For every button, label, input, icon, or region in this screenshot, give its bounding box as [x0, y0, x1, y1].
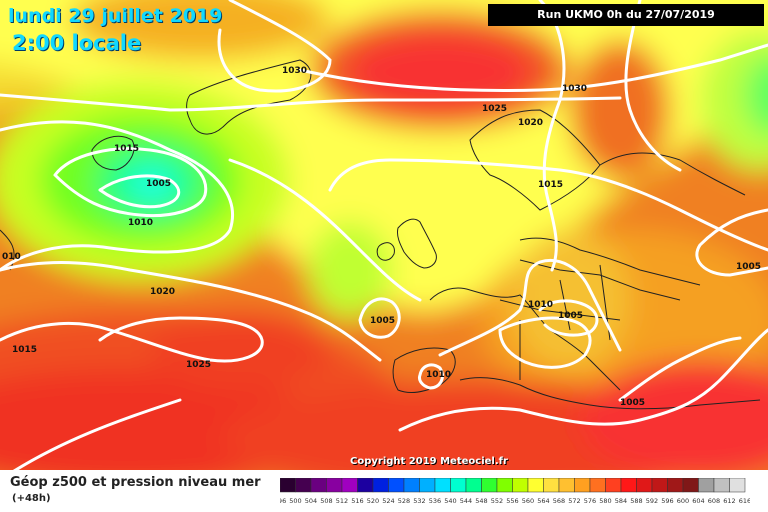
map-title: Géop z500 et pression niveau mer — [10, 475, 261, 490]
colorbar-swatch — [310, 478, 327, 493]
isobar-label: 1010 — [426, 370, 452, 380]
colorbar-tick-label: 500 — [289, 497, 301, 505]
colorbar-swatch — [512, 478, 529, 493]
isobar-label: 1015 — [114, 144, 140, 154]
colorbar-swatch — [713, 478, 730, 493]
isobar-label: 1020 — [150, 287, 176, 297]
colorbar-tick-label: 588 — [630, 497, 642, 505]
colorbar-swatch — [280, 478, 296, 493]
colorbar-swatch — [496, 478, 513, 493]
colorbar-tick-label: 564 — [537, 497, 549, 505]
isobar-label: 1005 — [558, 311, 584, 321]
isobar-label: 1030 — [282, 66, 308, 76]
model-run-banner: Run UKMO 0h du 27/07/2019 — [488, 4, 764, 26]
colorbar-swatch — [341, 478, 358, 493]
geopotential-map — [0, 0, 768, 470]
colorbar-tick-label: 552 — [491, 497, 503, 505]
colorbar-swatch — [481, 478, 498, 493]
local-time: 2:00 locale — [12, 31, 142, 55]
colorbar-tick-label: 584 — [615, 497, 627, 505]
isobar-label: 010 — [2, 252, 21, 262]
colorbar-tick-label: 508 — [320, 497, 332, 505]
colorbar-tick-label: 528 — [398, 497, 410, 505]
colorbar-swatch — [326, 478, 343, 493]
colorbar-swatch — [357, 478, 374, 493]
colorbar-tick-label: 532 — [413, 497, 425, 505]
colorbar-tick-label: 512 — [336, 497, 348, 505]
colorbar-swatch — [434, 478, 451, 493]
colorbar-tick-label: 496 — [280, 497, 286, 505]
isobar-label: 1020 — [518, 118, 544, 128]
colorbar-tick-label: 608 — [708, 497, 720, 505]
colorbar-tick-label: 556 — [506, 497, 518, 505]
isobar-label: 1030 — [562, 84, 588, 94]
colorbar-tick-label: 592 — [646, 497, 658, 505]
colorbar-tick-label: 600 — [677, 497, 689, 505]
colorbar-swatch — [574, 478, 591, 493]
isobar-label: 1005 — [620, 398, 646, 408]
colorbar-tick-label: 520 — [367, 497, 379, 505]
colorbar-swatch — [543, 478, 560, 493]
colorbar-swatch — [465, 478, 482, 493]
colorbar-swatch — [698, 478, 715, 493]
colorbar-swatch — [667, 478, 684, 493]
colorbar-swatch — [419, 478, 436, 493]
colorbar-swatch — [636, 478, 653, 493]
forecast-range: (+48h) — [12, 493, 51, 504]
colorbar-swatch — [295, 478, 312, 493]
colorbar-swatch — [729, 478, 746, 493]
isobar-label: 1015 — [12, 345, 38, 355]
isobar-label: 1005 — [736, 262, 762, 272]
colorbar-tick-label: 548 — [475, 497, 487, 505]
colorbar-tick-label: 504 — [305, 497, 317, 505]
colorbar-tick-label: 560 — [522, 497, 534, 505]
isobar-label: 1025 — [482, 104, 508, 114]
isobar-label: 1025 — [186, 360, 212, 370]
copyright-notice: Copyright 2019 Meteociel.fr — [350, 456, 508, 467]
colorbar-swatch — [388, 478, 405, 493]
forecast-date: lundi 29 juillet 2019 — [8, 5, 223, 27]
isobar-label: 1010 — [528, 300, 554, 310]
colorbar-tick-label: 576 — [584, 497, 596, 505]
isobar-label: 1015 — [538, 180, 564, 190]
colorbar-tick-label: 524 — [382, 497, 394, 505]
colorbar-swatch — [651, 478, 668, 493]
colorbar-tick-label: 544 — [460, 497, 472, 505]
colorbar-swatch — [620, 478, 637, 493]
colorbar-tick-label: 580 — [599, 497, 611, 505]
colorbar-tick-label: 596 — [661, 497, 673, 505]
colorbar-swatch — [403, 478, 420, 493]
colorbar-tick-label: 516 — [351, 497, 363, 505]
colorbar-tick-label: 536 — [429, 497, 441, 505]
colorbar-tick-label: 616 — [739, 497, 750, 505]
colorbar-tick-label: 612 — [723, 497, 735, 505]
colorbar-swatch — [527, 478, 544, 493]
colorbar-swatch — [589, 478, 606, 493]
isobars — [0, 0, 768, 470]
colorbar-tick-label: 604 — [692, 497, 704, 505]
isobar-label: 1005 — [370, 316, 396, 326]
colorbar-tick-label: 572 — [568, 497, 580, 505]
colorbar-tick-label: 540 — [444, 497, 456, 505]
colorbar-swatch — [558, 478, 575, 493]
colorbar-swatch — [605, 478, 622, 493]
geopotential-colorbar: 4965005045085125165205245285325365405445… — [280, 478, 750, 505]
colorbar-swatch — [450, 478, 467, 493]
colorbar-swatch — [682, 478, 699, 493]
isobar-label: 1005 — [146, 179, 172, 189]
colorbar-swatch — [372, 478, 389, 493]
geopotential-field — [0, 0, 768, 470]
isobar-label: 1010 — [128, 218, 154, 228]
colorbar-tick-label: 568 — [553, 497, 565, 505]
